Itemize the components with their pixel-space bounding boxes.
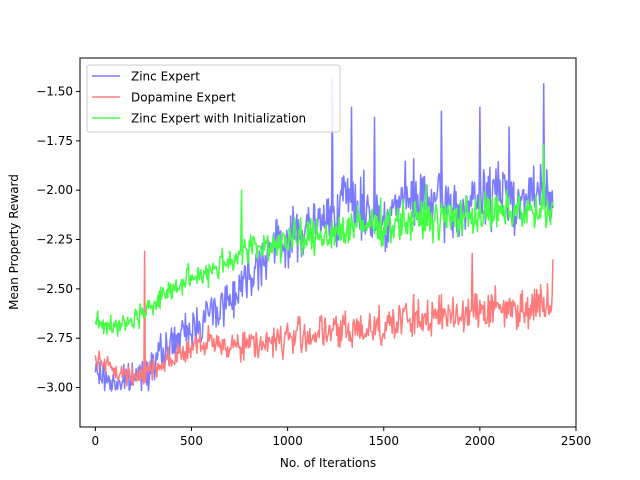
x-tick-label: 2500 bbox=[561, 434, 592, 448]
x-tick-label: 0 bbox=[92, 434, 100, 448]
y-axis: −3.00 −2.75 −2.50 −2.25 −2.00 −1.75 −1.50 bbox=[36, 85, 80, 395]
y-tick-label: −1.50 bbox=[36, 85, 73, 99]
series-line-1 bbox=[94, 76, 554, 392]
x-tick-label: 1000 bbox=[272, 434, 303, 448]
legend-label: Zinc Expert bbox=[131, 70, 200, 84]
y-tick-label: −2.50 bbox=[36, 282, 73, 296]
series-layer bbox=[94, 76, 554, 392]
x-tick-label: 500 bbox=[180, 434, 203, 448]
y-tick-label: −2.00 bbox=[36, 183, 73, 197]
legend-box bbox=[86, 64, 341, 133]
series-line-2 bbox=[94, 250, 554, 387]
plot-frame bbox=[79, 57, 577, 428]
y-tick-label: −2.25 bbox=[36, 233, 73, 247]
x-tick-label: 1500 bbox=[368, 434, 399, 448]
legend: Zinc Expert Dopamine Expert Zinc Expert wi… bbox=[86, 64, 341, 133]
x-axis-title: No. of Iterations bbox=[280, 456, 376, 470]
legend-label: Zinc Expert with Initialization bbox=[131, 112, 306, 126]
legend-label: Dopamine Expert bbox=[131, 91, 236, 105]
series-line-3 bbox=[94, 144, 554, 337]
y-axis-title: Mean Property Reward bbox=[7, 174, 21, 310]
x-axis: 0 500 1000 1500 2000 2500 bbox=[92, 427, 592, 448]
y-tick-label: −3.00 bbox=[36, 381, 73, 395]
y-tick-label: −2.75 bbox=[36, 331, 73, 345]
x-tick-label: 2000 bbox=[465, 434, 496, 448]
y-tick-label: −1.75 bbox=[36, 134, 73, 148]
